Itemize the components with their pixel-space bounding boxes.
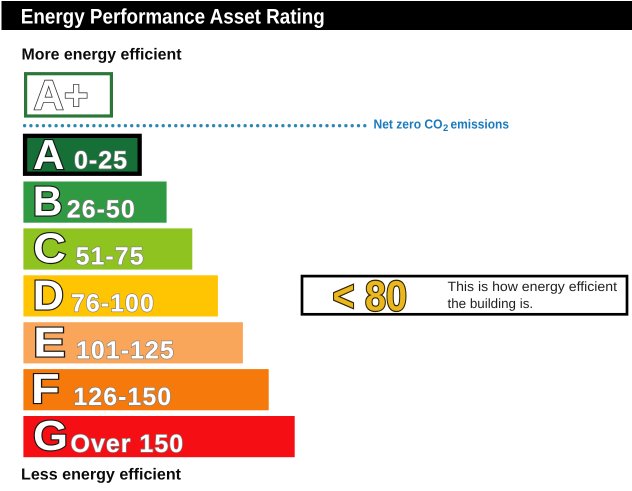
- svg-text:F: F: [31, 365, 60, 412]
- svg-text:C: C: [33, 225, 66, 272]
- svg-text:Over 150: Over 150: [71, 430, 185, 458]
- svg-text:2: 2: [443, 123, 448, 134]
- svg-text:Net zero CO: Net zero CO: [374, 117, 443, 132]
- svg-text:< 80: < 80: [333, 273, 408, 320]
- svg-text:More energy efficient: More energy efficient: [22, 46, 183, 63]
- svg-text:Energy Performance Asset Ratin: Energy Performance Asset Rating: [21, 5, 325, 28]
- svg-text:B: B: [33, 178, 63, 225]
- svg-text:E: E: [33, 318, 66, 365]
- svg-text:A+: A+: [34, 72, 89, 119]
- svg-text:0-25: 0-25: [74, 147, 128, 175]
- svg-text:This is how energy efficient: This is how energy efficient: [448, 279, 618, 294]
- svg-text:51-75: 51-75: [76, 243, 145, 271]
- svg-text:101-125: 101-125: [76, 336, 175, 364]
- svg-text:Less energy efficient: Less energy efficient: [21, 467, 182, 484]
- svg-text:G: G: [33, 412, 68, 459]
- svg-text:A: A: [33, 131, 64, 178]
- svg-text:D: D: [33, 271, 64, 318]
- svg-text:emissions: emissions: [451, 117, 510, 132]
- svg-text:76-100: 76-100: [71, 289, 155, 317]
- svg-text:126-150: 126-150: [73, 383, 172, 411]
- svg-text:the building is.: the building is.: [448, 296, 534, 311]
- svg-text:26-50: 26-50: [67, 196, 136, 224]
